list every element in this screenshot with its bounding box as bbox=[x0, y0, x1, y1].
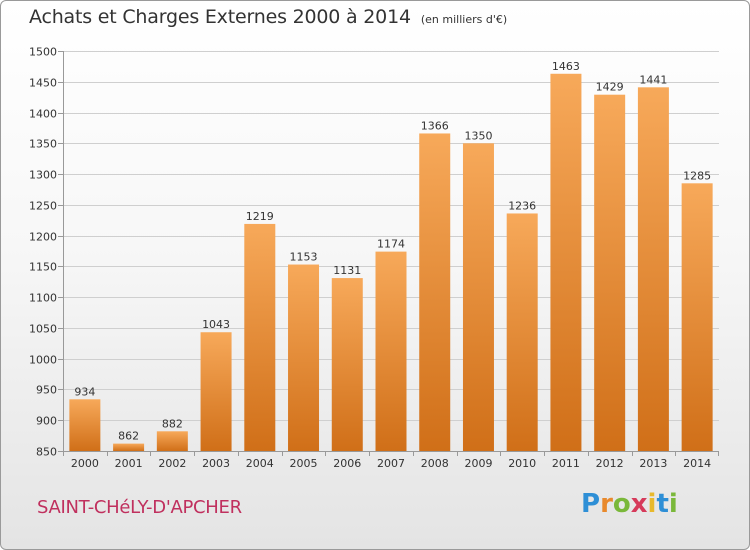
logo-letter: i bbox=[647, 489, 657, 519]
x-tick-label: 2004 bbox=[246, 457, 274, 470]
y-tick-label: 1200 bbox=[29, 231, 57, 244]
bar bbox=[419, 133, 451, 451]
bar bbox=[331, 278, 363, 451]
bar-value-label: 1153 bbox=[290, 251, 318, 264]
y-tick-label: 1350 bbox=[29, 138, 57, 151]
bar-value-label: 1429 bbox=[596, 81, 624, 94]
bar-value-label: 882 bbox=[162, 417, 183, 430]
x-tick-label: 2007 bbox=[377, 457, 405, 470]
x-tick-label: 2008 bbox=[421, 457, 449, 470]
y-tick-label: 1250 bbox=[29, 200, 57, 213]
x-tick-label: 2009 bbox=[464, 457, 492, 470]
bar-value-label: 1131 bbox=[333, 264, 361, 277]
x-tick-label: 2014 bbox=[683, 457, 711, 470]
bar-value-label: 1463 bbox=[552, 60, 580, 73]
y-tick-label: 1500 bbox=[29, 46, 57, 59]
chart-title: Achats et Charges Externes 2000 à 2014 (e… bbox=[29, 6, 507, 28]
bar bbox=[375, 251, 407, 451]
bar bbox=[69, 399, 101, 451]
logo-letter: i bbox=[668, 489, 678, 519]
bar bbox=[550, 73, 582, 452]
bar-value-label: 1174 bbox=[377, 238, 405, 251]
logo-letter: P bbox=[581, 489, 601, 519]
y-tick-label: 950 bbox=[36, 384, 57, 397]
y-tick-label: 900 bbox=[36, 415, 57, 428]
y-tick-label: 1450 bbox=[29, 77, 57, 90]
y-tick-label: 850 bbox=[36, 446, 57, 459]
bar bbox=[506, 213, 538, 451]
y-tick-label: 1150 bbox=[29, 261, 57, 274]
chart-subtitle: (en milliers d'€) bbox=[420, 13, 508, 26]
x-tick-label: 2002 bbox=[158, 457, 186, 470]
bar-value-label: 934 bbox=[74, 385, 95, 398]
x-tick-label: 2013 bbox=[639, 457, 667, 470]
x-tick-label: 2000 bbox=[71, 457, 99, 470]
bar-value-label: 1285 bbox=[683, 169, 711, 182]
bar-value-label: 1236 bbox=[508, 199, 536, 212]
proxiti-logo: Proxiti bbox=[581, 489, 678, 519]
bar bbox=[681, 183, 713, 452]
bar bbox=[288, 264, 320, 451]
y-tick-label: 1300 bbox=[29, 169, 57, 182]
x-tick-label: 2001 bbox=[115, 457, 143, 470]
y-tick-label: 1400 bbox=[29, 108, 57, 121]
bar bbox=[244, 223, 276, 451]
y-tick-label: 1050 bbox=[29, 323, 57, 336]
bar bbox=[637, 87, 669, 452]
logo-letter: t bbox=[656, 489, 669, 519]
x-tick-label: 2012 bbox=[596, 457, 624, 470]
commune-name: SAINT-CHéLY-D'APCHER bbox=[37, 497, 242, 518]
x-tick-label: 2005 bbox=[290, 457, 318, 470]
y-tick-label: 1000 bbox=[29, 354, 57, 367]
y-tick-label: 1100 bbox=[29, 292, 57, 305]
bar-value-label: 1219 bbox=[246, 210, 274, 223]
bar-value-label: 1441 bbox=[639, 73, 667, 86]
bar-value-label: 1043 bbox=[202, 318, 230, 331]
bar-value-label: 1350 bbox=[464, 129, 492, 142]
logo-letter: x bbox=[630, 489, 648, 519]
x-tick-label: 2003 bbox=[202, 457, 230, 470]
x-tick-label: 2006 bbox=[333, 457, 361, 470]
chart-title-text: Achats et Charges Externes 2000 à 2014 bbox=[29, 6, 411, 28]
bar bbox=[594, 94, 626, 451]
bar bbox=[156, 431, 188, 451]
bar bbox=[113, 443, 145, 451]
logo-letter: r bbox=[600, 489, 613, 519]
logo-letter: o bbox=[612, 489, 631, 519]
x-tick-label: 2011 bbox=[552, 457, 580, 470]
bar-value-label: 1366 bbox=[421, 119, 449, 132]
x-tick-label: 2010 bbox=[508, 457, 536, 470]
bar bbox=[200, 332, 232, 451]
bar-value-label: 862 bbox=[118, 430, 139, 443]
bar bbox=[462, 143, 494, 452]
